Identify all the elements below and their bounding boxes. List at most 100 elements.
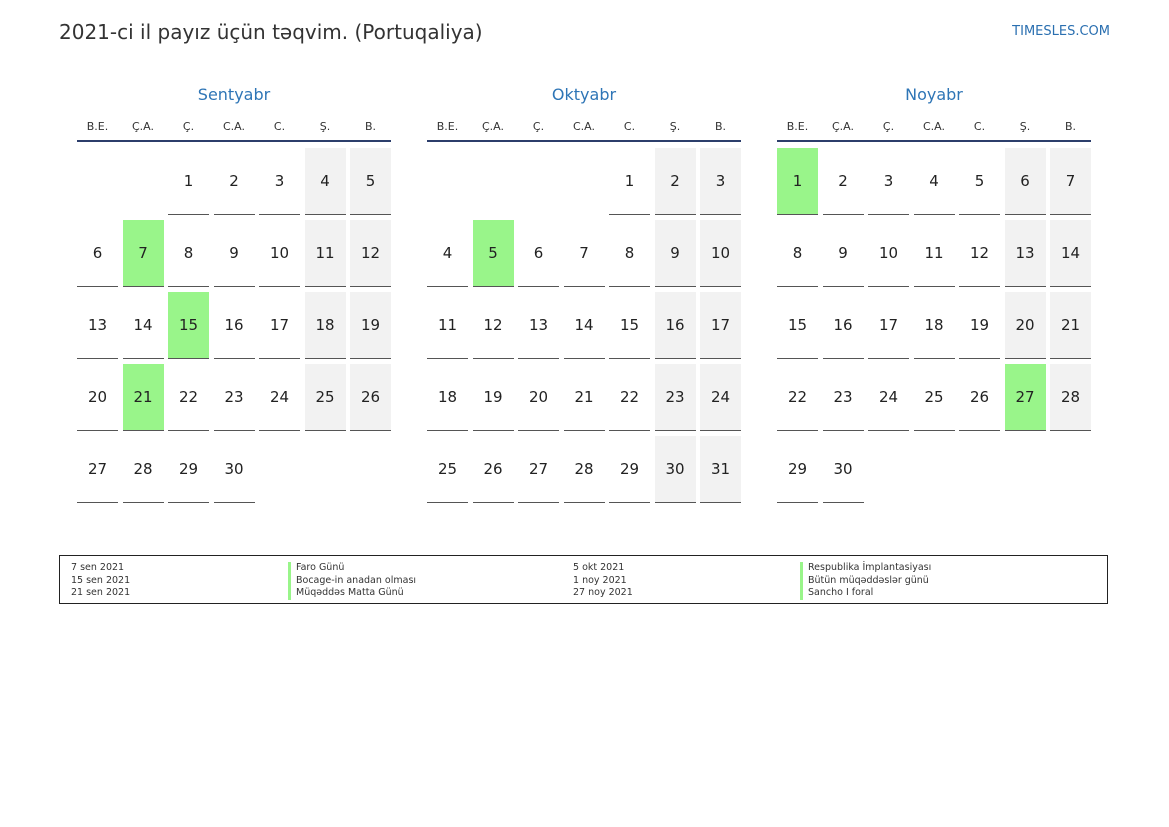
day-cell[interactable]: 6 xyxy=(518,220,559,287)
day-cell[interactable]: 20 xyxy=(1004,292,1046,359)
day-cell[interactable]: 22 xyxy=(168,364,209,431)
holiday-day-cell[interactable]: 27 xyxy=(1004,364,1046,431)
day-cell[interactable]: 19 xyxy=(350,292,391,359)
day-cell[interactable]: 17 xyxy=(868,292,909,359)
holiday-day-cell[interactable]: 1 xyxy=(777,148,818,215)
day-cell[interactable]: 23 xyxy=(822,364,864,431)
day-cell[interactable]: 8 xyxy=(609,220,650,287)
day-cell[interactable]: 11 xyxy=(913,220,955,287)
site-link[interactable]: TIMESLES.COM xyxy=(1012,24,1110,39)
day-cell[interactable]: 4 xyxy=(304,148,346,215)
day-cell[interactable]: 23 xyxy=(213,364,255,431)
day-cell[interactable]: 11 xyxy=(304,220,346,287)
day-cell[interactable]: 30 xyxy=(822,436,864,503)
day-cell[interactable]: 29 xyxy=(609,436,650,503)
legend-date: 7 sen 2021 xyxy=(71,562,125,573)
legend-date: 27 noy 2021 xyxy=(573,587,633,599)
weekday-label: C. xyxy=(273,120,286,133)
day-cell[interactable]: 14 xyxy=(1050,220,1091,287)
day-cell[interactable]: 18 xyxy=(304,292,346,359)
day-cell[interactable]: 10 xyxy=(868,220,909,287)
day-cell[interactable]: 7 xyxy=(563,220,605,287)
day-cell[interactable]: 6 xyxy=(1004,148,1046,215)
day-cell[interactable]: 12 xyxy=(350,220,391,287)
day-cell[interactable]: 28 xyxy=(1050,364,1091,431)
day-cell[interactable]: 9 xyxy=(822,220,864,287)
day-cell[interactable]: 6 xyxy=(77,220,118,287)
day-cell[interactable]: 20 xyxy=(518,364,559,431)
weekday-label: Ş. xyxy=(1019,120,1031,133)
holiday-day-cell[interactable]: 15 xyxy=(168,292,209,359)
day-cell[interactable]: 12 xyxy=(472,292,514,359)
day-cell[interactable]: 21 xyxy=(1050,292,1091,359)
day-cell[interactable]: 17 xyxy=(259,292,300,359)
day-cell[interactable]: 25 xyxy=(913,364,955,431)
day-cell[interactable]: 2 xyxy=(213,148,255,215)
day-cell[interactable]: 24 xyxy=(700,364,741,431)
day-cell[interactable]: 19 xyxy=(472,364,514,431)
day-cell[interactable]: 9 xyxy=(654,220,696,287)
day-cell[interactable]: 2 xyxy=(822,148,864,215)
day-cell[interactable]: 15 xyxy=(777,292,818,359)
day-cell[interactable]: 13 xyxy=(1004,220,1046,287)
day-cell[interactable]: 2 xyxy=(654,148,696,215)
day-cell[interactable]: 3 xyxy=(700,148,741,215)
empty-day-cell xyxy=(564,148,605,214)
day-cell[interactable]: 5 xyxy=(959,148,1000,215)
day-cell[interactable]: 14 xyxy=(563,292,605,359)
day-cell[interactable]: 9 xyxy=(213,220,255,287)
day-cell[interactable]: 28 xyxy=(563,436,605,503)
day-cell[interactable]: 12 xyxy=(959,220,1000,287)
day-cell[interactable]: 3 xyxy=(259,148,300,215)
day-cell[interactable]: 14 xyxy=(122,292,164,359)
day-cell[interactable]: 22 xyxy=(609,364,650,431)
day-cell[interactable]: 31 xyxy=(700,436,741,503)
day-cell[interactable]: 30 xyxy=(654,436,696,503)
day-cell[interactable]: 8 xyxy=(168,220,209,287)
day-cell[interactable]: 4 xyxy=(427,220,468,287)
day-cell[interactable]: 16 xyxy=(822,292,864,359)
legend-holiday-name: Bocage-in anadan olması xyxy=(288,574,416,588)
day-cell[interactable]: 24 xyxy=(259,364,300,431)
weekday-header: B.E. Ç.A. Ç. C.A. C. Ş. B. xyxy=(77,110,391,142)
day-cell[interactable]: 8 xyxy=(777,220,818,287)
holiday-day-cell[interactable]: 5 xyxy=(472,220,514,287)
day-cell[interactable]: 16 xyxy=(654,292,696,359)
day-cell[interactable]: 21 xyxy=(563,364,605,431)
day-cell[interactable]: 28 xyxy=(122,436,164,503)
day-cell[interactable]: 20 xyxy=(77,364,118,431)
day-cell[interactable]: 18 xyxy=(427,364,468,431)
day-cell[interactable]: 7 xyxy=(1050,148,1091,215)
day-cell[interactable]: 30 xyxy=(213,436,255,503)
day-cell[interactable]: 11 xyxy=(427,292,468,359)
day-cell[interactable]: 5 xyxy=(350,148,391,215)
day-cell[interactable]: 29 xyxy=(168,436,209,503)
holiday-day-cell[interactable]: 7 xyxy=(122,220,164,287)
day-cell[interactable]: 1 xyxy=(168,148,209,215)
day-cell[interactable]: 26 xyxy=(472,436,514,503)
empty-day-cell xyxy=(123,148,164,214)
day-cell[interactable]: 17 xyxy=(700,292,741,359)
day-cell[interactable]: 26 xyxy=(350,364,391,431)
day-cell[interactable]: 16 xyxy=(213,292,255,359)
day-cell[interactable]: 18 xyxy=(913,292,955,359)
day-cell[interactable]: 15 xyxy=(609,292,650,359)
day-cell[interactable]: 27 xyxy=(77,436,118,503)
day-cell[interactable]: 19 xyxy=(959,292,1000,359)
holiday-day-cell[interactable]: 21 xyxy=(122,364,164,431)
day-cell[interactable]: 27 xyxy=(518,436,559,503)
day-cell[interactable]: 13 xyxy=(518,292,559,359)
day-cell[interactable]: 10 xyxy=(259,220,300,287)
day-cell[interactable]: 23 xyxy=(654,364,696,431)
day-cell[interactable]: 4 xyxy=(913,148,955,215)
day-cell[interactable]: 3 xyxy=(868,148,909,215)
day-cell[interactable]: 1 xyxy=(609,148,650,215)
day-cell[interactable]: 24 xyxy=(868,364,909,431)
day-cell[interactable]: 10 xyxy=(700,220,741,287)
day-cell[interactable]: 25 xyxy=(304,364,346,431)
day-cell[interactable]: 13 xyxy=(77,292,118,359)
day-cell[interactable]: 29 xyxy=(777,436,818,503)
day-cell[interactable]: 26 xyxy=(959,364,1000,431)
day-cell[interactable]: 25 xyxy=(427,436,468,503)
day-cell[interactable]: 22 xyxy=(777,364,818,431)
